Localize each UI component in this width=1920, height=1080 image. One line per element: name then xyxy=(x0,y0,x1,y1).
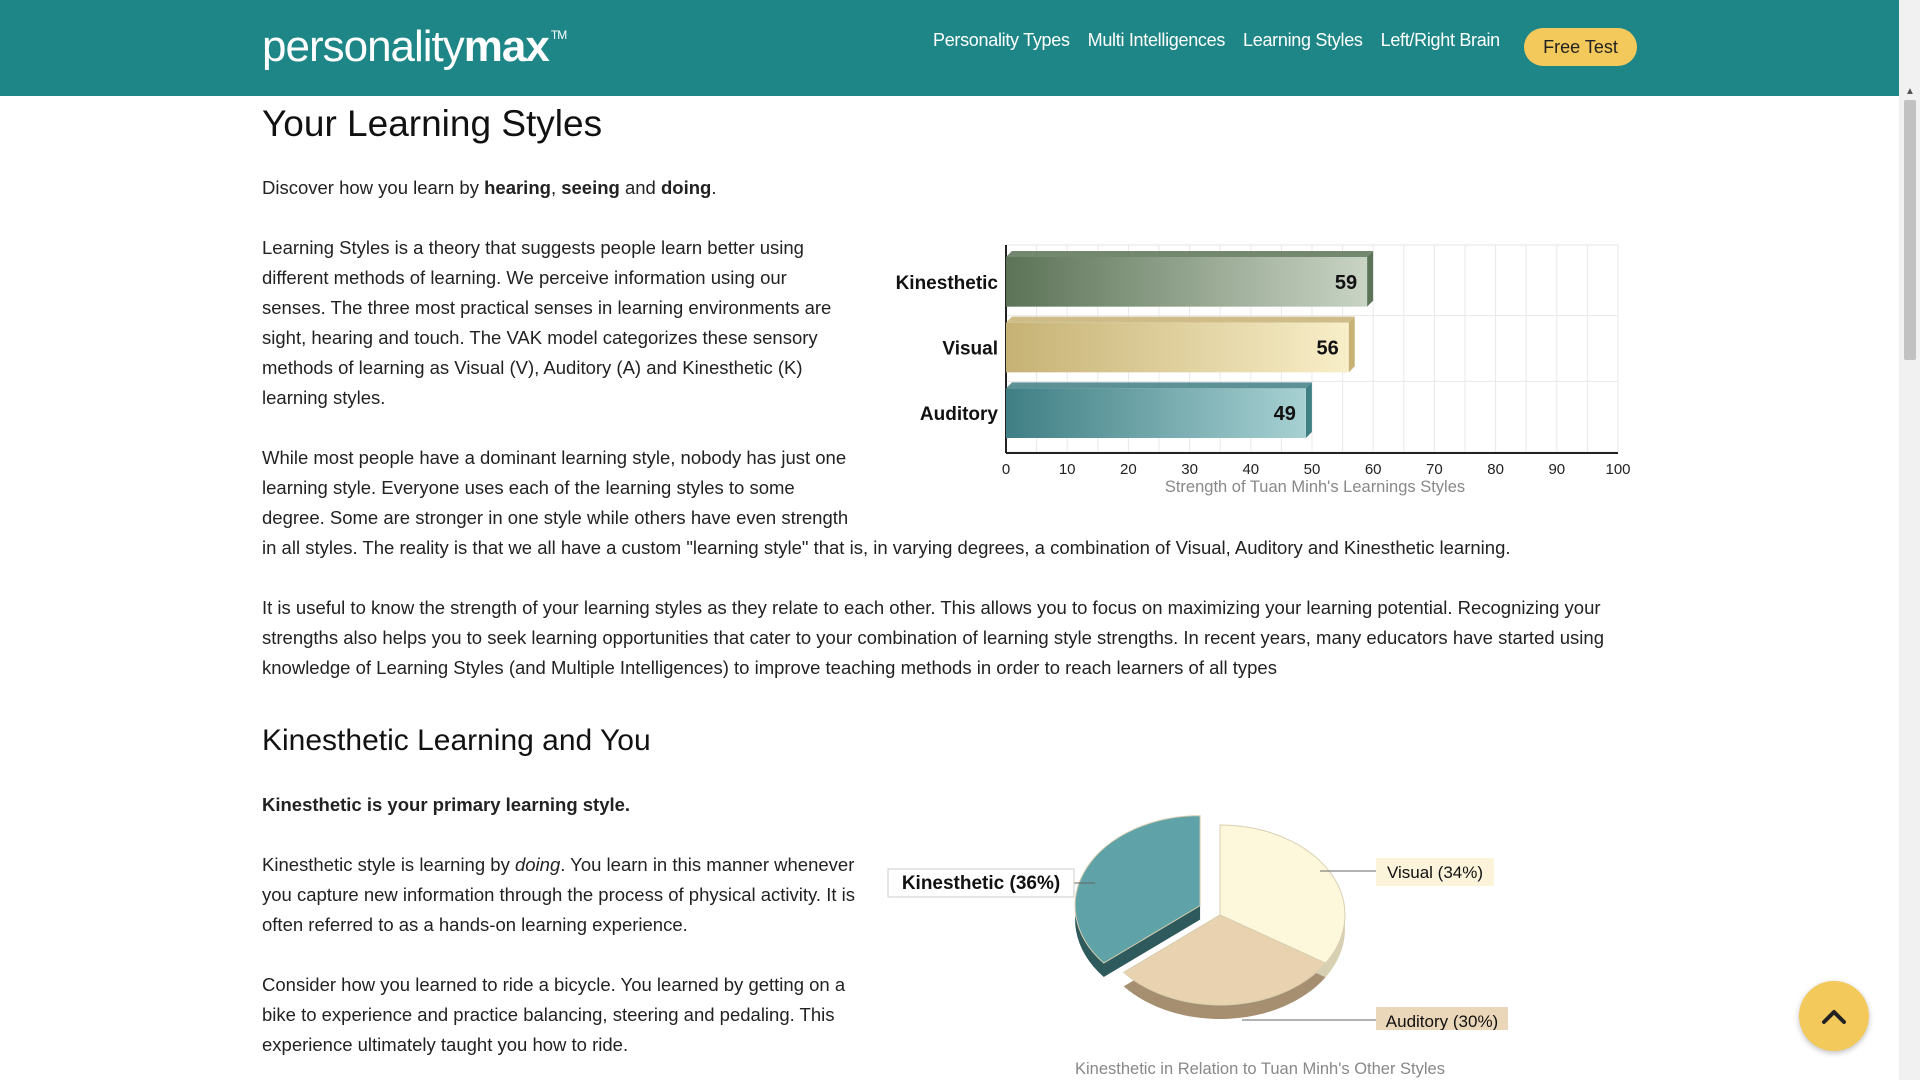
nav-multi-intelligences[interactable]: Multi Intelligences xyxy=(1087,30,1226,50)
text-line: different methods of learning. We percei… xyxy=(262,267,787,288)
text-line: It is useful to know the strength of you… xyxy=(262,597,1601,618)
bar-side-auditory xyxy=(1305,382,1312,438)
text-line: Learning Styles is a theory that suggest… xyxy=(262,237,804,258)
scroll-up-arrow-icon[interactable]: ▲ xyxy=(1905,86,1915,97)
text-line: learning styles. xyxy=(262,387,386,408)
text-line: sight, hearing and touch. The VAK model … xyxy=(262,327,818,348)
x-tick-label: 90 xyxy=(1548,461,1565,478)
x-tick-label: 0 xyxy=(1002,461,1010,478)
text-line: bike to experience and practice balancin… xyxy=(262,1004,835,1025)
text-line: in all styles. The reality is that we al… xyxy=(262,537,1511,558)
bar-category-label: Auditory xyxy=(920,404,999,425)
intro-sep1: , xyxy=(550,177,562,198)
pie-label-visual: Visual (34%) xyxy=(1387,863,1483,882)
x-tick-label: 100 xyxy=(1605,461,1630,478)
x-tick-label: 50 xyxy=(1304,461,1321,478)
pie-chart-caption: Kinesthetic in Relation to Tuan Minh's O… xyxy=(1074,1060,1445,1078)
pie-label-kinesthetic-box xyxy=(887,868,1075,898)
learning-styles-pie-chart: Kinesthetic (36%) Visual (34%) Auditory (3… xyxy=(887,815,1508,1030)
paragraph-dominant: While most people have a dominant learni… xyxy=(262,443,1511,563)
pie-slice-0 xyxy=(1074,815,1201,964)
text-line: degree. Some are stronger in one style w… xyxy=(262,507,849,528)
text-line: experience ultimately taught you how to … xyxy=(262,1034,629,1055)
x-tick-label: 70 xyxy=(1426,461,1443,478)
learning-styles-bar-chart: 59 Kinesthetic 56 Visual 49 Auditory 0 10 20 30 40… xyxy=(896,244,1631,478)
bar-top-kinesthetic xyxy=(1006,251,1374,257)
intro-text: Discover how you learn by xyxy=(262,177,485,198)
chevron-up-icon xyxy=(1822,1010,1846,1024)
intro-bold-hearing: hearing xyxy=(484,177,551,198)
text-emphasis: doing xyxy=(514,854,561,875)
bar-category-label: Visual xyxy=(942,339,998,360)
pie-label-auditory: Auditory (30%) xyxy=(1386,1012,1498,1030)
text-line: knowledge of Learning Styles (and Multip… xyxy=(262,657,1277,678)
text-line: often referred to as a hands-on learning… xyxy=(262,914,688,935)
bar-top-visual xyxy=(1006,316,1355,323)
nav-learning-styles[interactable]: Learning Styles xyxy=(1243,30,1363,50)
bar-side-kinesthetic xyxy=(1367,251,1374,307)
bar-category-label: Kinesthetic xyxy=(896,273,999,294)
scroll-to-top-button[interactable] xyxy=(1799,981,1869,1051)
nav-personality-types[interactable]: Personality Types xyxy=(933,30,1070,50)
bar-value-label: 59 xyxy=(1335,272,1357,294)
pie-slice-1 xyxy=(1219,824,1346,964)
intro-paragraph: Discover how you learn by hearing, seein… xyxy=(262,173,716,203)
bar-side-visual xyxy=(1348,316,1355,373)
intro-end: . xyxy=(711,177,717,198)
text-line: you capture new information through the … xyxy=(262,884,855,905)
paragraph-theory: Learning Styles is a theory that suggest… xyxy=(262,233,831,413)
bar-kinesthetic xyxy=(1006,257,1368,307)
pie-label-visual-box xyxy=(1376,858,1494,886)
free-test-button[interactable]: Free Test xyxy=(1524,28,1637,66)
paragraph-useful: It is useful to know the strength of you… xyxy=(262,593,1604,683)
bar-auditory xyxy=(1006,388,1306,438)
logo-tm: TM xyxy=(550,28,567,42)
paragraph-bicycle: Consider how you learned to ride a bicyc… xyxy=(262,970,845,1060)
intro-bold-doing: doing xyxy=(660,177,712,198)
x-tick-label: 40 xyxy=(1242,461,1259,478)
intro-sep2: and xyxy=(619,177,661,198)
paragraph-kinesthetic: Kinesthetic style is learning by doing. … xyxy=(262,850,855,940)
page-title: Your Learning Styles xyxy=(262,103,603,144)
pie-slice-2 xyxy=(1122,914,1327,1006)
x-tick-label: 80 xyxy=(1487,461,1504,478)
scrollbar-thumb[interactable] xyxy=(1904,100,1916,360)
bar-visual xyxy=(1006,322,1349,373)
bar-top-auditory xyxy=(1006,382,1312,389)
nav-left-right-brain[interactable]: Left/Right Brain xyxy=(1380,30,1501,50)
x-tick-label: 10 xyxy=(1059,461,1076,478)
main-nav: Personality Types Multi Intelligences Le… xyxy=(933,30,1518,51)
text-span: . You learn in this manner whenever xyxy=(560,854,855,875)
text-line: methods of learning as Visual (V), Audit… xyxy=(262,357,803,378)
text-line: Consider how you learned to ride a bicyc… xyxy=(262,974,846,995)
pie-label-kinesthetic: Kinesthetic (36%) xyxy=(902,873,1060,894)
primary-style-statement: Kinesthetic is your primary learning sty… xyxy=(262,794,631,815)
text-line: strengths also helps you to seek learnin… xyxy=(262,627,1604,648)
pie-label-auditory-box xyxy=(1376,1007,1508,1030)
bar-chart-caption: Strength of Tuan Minh's Learnings Styles xyxy=(1164,478,1466,496)
text-span: Kinesthetic style is learning by xyxy=(262,854,515,875)
logo-bold-text: max xyxy=(463,22,550,71)
logo-thin-text: personality xyxy=(262,22,465,71)
x-tick-label: 20 xyxy=(1120,461,1137,478)
x-tick-label: 60 xyxy=(1365,461,1382,478)
bar-value-label: 56 xyxy=(1316,338,1338,360)
site-logo[interactable]: personalitymax TM xyxy=(262,22,567,72)
intro-bold-seeing: seeing xyxy=(561,177,620,198)
text-line: learning style. Everyone uses each of th… xyxy=(262,477,795,498)
text-line: While most people have a dominant learni… xyxy=(262,447,847,468)
section-title-kinesthetic: Kinesthetic Learning and You xyxy=(262,724,651,757)
text-line: Kinesthetic style is learning by doing. … xyxy=(262,850,855,880)
text-line: senses. The three most practical senses … xyxy=(262,297,832,318)
x-tick-label: 30 xyxy=(1181,461,1198,478)
bar-value-label: 49 xyxy=(1274,403,1296,425)
